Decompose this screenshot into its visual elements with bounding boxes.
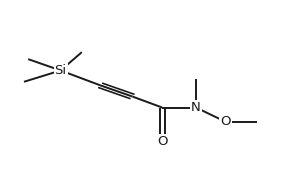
Text: O: O (157, 135, 168, 148)
Text: Si: Si (55, 64, 67, 77)
Text: O: O (220, 115, 231, 128)
Text: N: N (191, 101, 201, 114)
